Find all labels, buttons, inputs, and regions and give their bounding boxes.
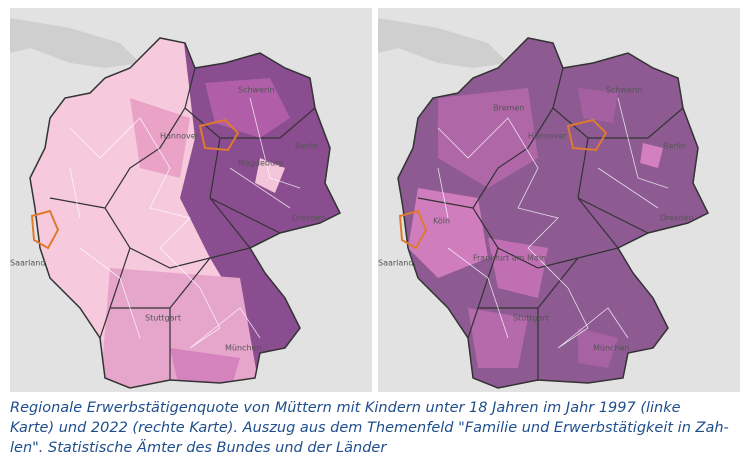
caption-line: Karte) und 2022 (rechte Karte). Auszug a…: [10, 420, 729, 436]
map-label: Schwerin: [606, 86, 643, 95]
map-label: Stuttgart: [145, 314, 181, 323]
map-label: Magdeburg: [238, 159, 283, 168]
caption-line: len". Statistische Ämter des Bundes und …: [10, 440, 387, 456]
map-label: Köln: [433, 217, 450, 226]
map-label: München: [225, 344, 262, 353]
map-2022: Schwerin Bremen Hannover Berlin Köln Fra…: [378, 8, 740, 392]
caption-line: Regionale Erwerbstätigenquote von Mütter…: [10, 400, 681, 416]
map-label: Stuttgart: [513, 314, 549, 323]
map-label: Berlin: [663, 142, 686, 151]
map-label: Saarland: [378, 259, 413, 268]
map-label: Dresden: [292, 214, 325, 223]
maps: Schwerin Hannover Magdeburg Berlin Dresd…: [10, 8, 740, 392]
map-label: Dresden: [660, 214, 693, 223]
map-label: Saarland: [10, 259, 45, 268]
map-label: Schwerin: [238, 86, 275, 95]
map-label: Berlin: [295, 142, 318, 151]
map-1997: Schwerin Hannover Magdeburg Berlin Dresd…: [10, 8, 372, 392]
map-label: Frankfurt am Main: [473, 254, 546, 263]
map-label: München: [593, 344, 630, 353]
map-label: Bremen: [493, 104, 524, 113]
map-label: Hannover: [160, 132, 200, 141]
map-label: Hannover: [528, 132, 568, 141]
